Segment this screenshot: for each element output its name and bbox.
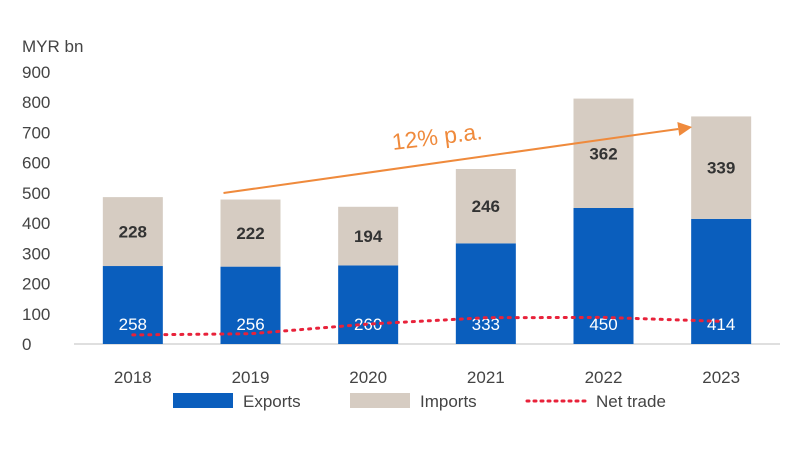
x-tick-label: 2021	[467, 368, 505, 387]
bar-exports-2023	[691, 218, 752, 344]
x-tick-label: 2020	[349, 368, 387, 387]
data-label-imports-2019: 222	[236, 224, 264, 243]
data-label-imports-2023: 339	[707, 159, 735, 178]
growth-arrow-head	[677, 122, 693, 136]
data-label-imports-2018: 228	[119, 223, 147, 242]
bar-imports-2023	[691, 116, 752, 219]
y-tick-label: 100	[22, 305, 50, 324]
bar-imports-2019	[220, 199, 281, 267]
bar-imports-2022	[573, 98, 634, 208]
net-trade-line	[131, 315, 723, 337]
y-tick-label: 200	[22, 275, 50, 294]
data-label-imports-2020: 194	[354, 227, 383, 246]
growth-arrow	[223, 127, 679, 194]
bar-exports-2018	[102, 266, 163, 344]
legend-label-imports: Imports	[420, 392, 477, 411]
y-tick-label: 500	[22, 184, 50, 203]
net-trade-series	[131, 315, 723, 337]
data-label-exports-2019: 256	[236, 315, 264, 334]
y-tick-label: 900	[22, 63, 50, 82]
y-tick-label: 400	[22, 214, 50, 233]
x-tick-label: 2019	[232, 368, 270, 387]
unit-label: MYR bn	[22, 37, 83, 56]
x-tick-label: 2023	[702, 368, 740, 387]
legend-swatch-exports	[173, 393, 233, 408]
bar-exports-2022	[573, 208, 634, 344]
y-tick-label: 700	[22, 123, 50, 142]
y-tick-label: 800	[22, 93, 50, 112]
x-tick-label: 2018	[114, 368, 152, 387]
legend-swatch-imports	[350, 393, 410, 408]
data-label-imports-2021: 246	[472, 197, 500, 216]
x-tick-label: 2022	[585, 368, 623, 387]
bar-imports-2021	[455, 169, 516, 244]
x-axis: 2018 2019 2020 2021 2022 2023	[114, 368, 740, 387]
bar-imports-2018	[102, 197, 163, 267]
legend-label-exports: Exports	[243, 392, 301, 411]
y-axis: 0 100 200 300 400 500 600 700 800 900	[22, 63, 50, 354]
data-label-exports-2021: 333	[472, 315, 500, 334]
data-label-exports-2022: 450	[589, 315, 617, 334]
bars: 258 228 256 222 260 194 333 246 450 362 414 339	[102, 98, 752, 344]
bar-exports-2020	[338, 265, 399, 344]
y-tick-label: 0	[22, 335, 31, 354]
y-tick-label: 600	[22, 154, 50, 173]
data-label-exports-2020: 260	[354, 315, 382, 334]
legend-label-net-trade: Net trade	[596, 392, 666, 411]
data-label-exports-2023: 414	[707, 315, 735, 334]
bar-exports-2021	[455, 243, 516, 344]
legend: Exports Imports Net trade	[173, 392, 666, 411]
growth-annotation-text: 12% p.a.	[390, 118, 483, 155]
data-label-exports-2018: 258	[119, 315, 147, 334]
y-tick-label: 300	[22, 244, 50, 263]
bar-imports-2020	[338, 206, 399, 266]
data-label-imports-2022: 362	[589, 144, 617, 163]
